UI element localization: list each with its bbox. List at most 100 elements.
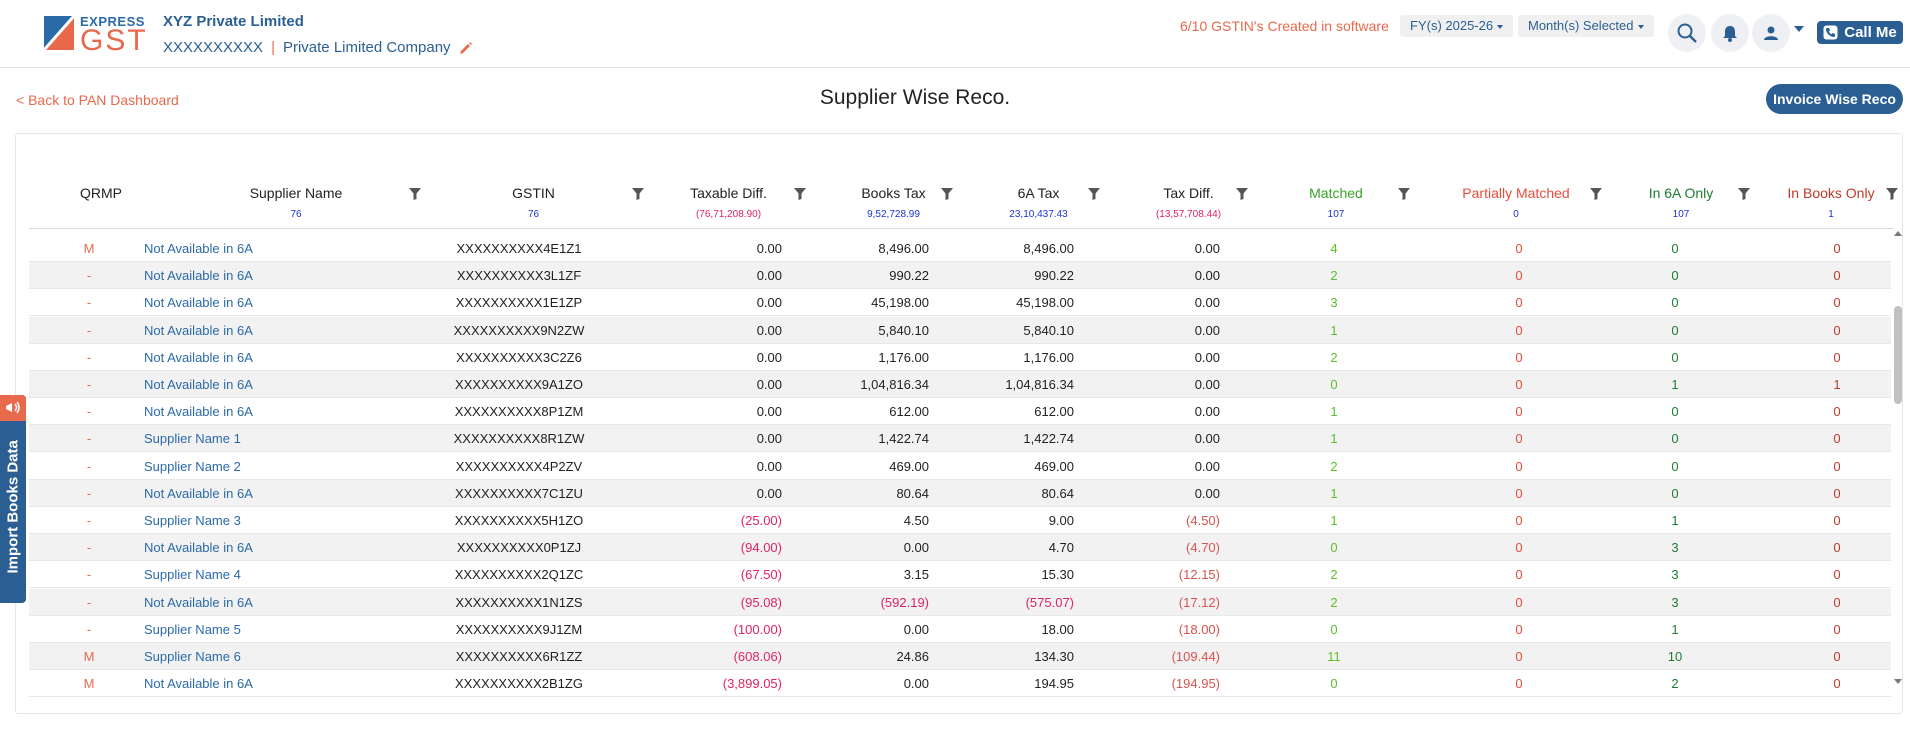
invoice-wise-reco-button[interactable]: Invoice Wise Reco bbox=[1766, 84, 1903, 114]
back-to-pan-dashboard-link[interactable]: < Back to PAN Dashboard bbox=[16, 92, 179, 108]
col-header-supplier-name[interactable]: Supplier Name bbox=[249, 185, 343, 201]
megaphone-icon[interactable] bbox=[0, 395, 26, 421]
col-header-partially-matched[interactable]: Partially Matched bbox=[1462, 185, 1570, 201]
filter-icon[interactable] bbox=[632, 188, 644, 200]
edit-pencil-icon[interactable] bbox=[459, 41, 473, 55]
col-total-tax-diff: (13,57,708.44) bbox=[1155, 209, 1222, 220]
col-header-taxable-diff[interactable]: Taxable Diff. bbox=[690, 185, 767, 201]
cell-in-6a-only: 0 bbox=[1671, 404, 1679, 420]
search-button[interactable] bbox=[1668, 14, 1706, 52]
import-books-data-tab[interactable]: Import Books Data bbox=[0, 395, 26, 603]
filter-icon[interactable] bbox=[794, 188, 806, 200]
table-row[interactable]: - Not Available in 6A XXXXXXXXXX9A1ZO 0.00 1… bbox=[29, 371, 1891, 398]
cell-6a-tax: 1,422.74 bbox=[1023, 431, 1074, 447]
cell-matched: 1 bbox=[1330, 322, 1338, 338]
cell-6a-tax: 9.00 bbox=[1048, 513, 1074, 528]
month-select[interactable]: Month(s) Selected bbox=[1518, 15, 1654, 37]
cell-supplier-name[interactable]: Not Available in 6A bbox=[144, 540, 253, 556]
cell-matched: 3 bbox=[1330, 295, 1338, 311]
cell-books-tax: 0.00 bbox=[903, 540, 929, 556]
table-row[interactable]: - Supplier Name 5 XXXXXXXXXX9J1ZM (100.00) 0… bbox=[29, 616, 1891, 643]
scrollbar-thumb[interactable] bbox=[1894, 306, 1902, 404]
table-row[interactable]: - Supplier Name 4 XXXXXXXXXX2Q1ZC (67.50) 3.… bbox=[29, 561, 1891, 589]
cell-taxable-diff: 0.00 bbox=[756, 322, 782, 338]
user-menu-caret-icon[interactable] bbox=[1794, 26, 1804, 32]
notifications-button[interactable] bbox=[1711, 14, 1749, 52]
cell-6a-tax: 469.00 bbox=[1034, 458, 1074, 474]
cell-taxable-diff: 0.00 bbox=[756, 404, 782, 420]
table-row[interactable]: M Not Available in 6A XXXXXXXXXX4E1Z1 0.00 8… bbox=[29, 235, 1891, 262]
cell-supplier-name[interactable]: Not Available in 6A bbox=[144, 349, 253, 365]
cell-taxable-diff: (608.06) bbox=[733, 649, 782, 664]
col-header-6a-tax[interactable]: 6A Tax bbox=[1017, 185, 1060, 201]
cell-in-books-only: 1 bbox=[1833, 377, 1841, 392]
cell-supplier-name[interactable]: Not Available in 6A bbox=[144, 241, 253, 256]
table-row[interactable]: - Not Available in 6A XXXXXXXXXX3L1ZF 0.00 9… bbox=[29, 262, 1891, 290]
table-row[interactable]: - Not Available in 6A XXXXXXXXXX3C2Z6 0.00 1… bbox=[29, 344, 1891, 371]
scroll-down-arrow-icon[interactable] bbox=[1894, 679, 1902, 684]
cell-qrmp: - bbox=[86, 295, 92, 311]
express-gst-logo[interactable]: EXPRESS GST bbox=[40, 12, 146, 57]
table-row[interactable]: - Not Available in 6A XXXXXXXXXX9N2ZW 0.00 5… bbox=[29, 316, 1891, 344]
cell-matched: 2 bbox=[1330, 349, 1338, 365]
cell-in-books-only: 0 bbox=[1833, 404, 1841, 420]
col-total-books-tax: 9,52,728.99 bbox=[867, 209, 920, 220]
table-row[interactable]: - Not Available in 6A XXXXXXXXXX8P1ZM 0.00 6… bbox=[29, 398, 1891, 426]
cell-matched: 0 bbox=[1330, 676, 1338, 692]
fy-select[interactable]: FY(s) 2025-26 bbox=[1400, 15, 1514, 37]
table-row[interactable]: - Supplier Name 2 XXXXXXXXXX4P2ZV 0.00 469.0… bbox=[29, 453, 1891, 480]
company-pan: XXXXXXXXXX bbox=[163, 39, 264, 56]
cell-matched: 1 bbox=[1330, 431, 1338, 447]
table-row[interactable]: M Not Available in 6A XXXXXXXXXX2B1ZG (3,89… bbox=[29, 670, 1891, 698]
bell-icon bbox=[1723, 25, 1737, 42]
fy-label: FY(s) 2025-26 bbox=[1410, 18, 1494, 33]
cell-books-tax: 5,840.10 bbox=[878, 322, 929, 338]
scroll-up-arrow-icon[interactable] bbox=[1894, 231, 1902, 236]
cell-supplier-name[interactable]: Not Available in 6A bbox=[144, 322, 253, 338]
cell-supplier-name[interactable]: Not Available in 6A bbox=[144, 404, 253, 420]
col-header-in-6a-only[interactable]: In 6A Only bbox=[1648, 185, 1714, 201]
cell-supplier-name[interactable]: Not Available in 6A bbox=[144, 594, 253, 610]
filter-icon[interactable] bbox=[1738, 188, 1750, 200]
cell-supplier-name[interactable]: Not Available in 6A bbox=[144, 377, 253, 392]
cell-in-books-only: 0 bbox=[1833, 485, 1841, 501]
table-scrollbar[interactable] bbox=[1893, 231, 1903, 691]
table-row[interactable]: - Not Available in 6A XXXXXXXXXX0P1ZJ (94.0… bbox=[29, 534, 1891, 562]
table-row[interactable]: - Not Available in 6A XXXXXXXXXX7C1ZU 0.00 8… bbox=[29, 479, 1891, 507]
table-row[interactable]: - Supplier Name 3 XXXXXXXXXX5H1ZO (25.00) 4.… bbox=[29, 507, 1891, 534]
call-me-button[interactable]: Call Me bbox=[1817, 21, 1903, 44]
table-row[interactable]: M Supplier Name 6 XXXXXXXXXX6R1ZZ (608.06) 2… bbox=[29, 643, 1891, 670]
table-row[interactable]: - Not Available in 6A XXXXXXXXXX1N1ZS (95.0… bbox=[29, 588, 1891, 616]
cell-supplier-name[interactable]: Not Available in 6A bbox=[144, 485, 253, 501]
cell-taxable-diff: (95.08) bbox=[740, 594, 782, 610]
col-header-books-tax[interactable]: Books Tax bbox=[861, 185, 926, 201]
cell-supplier-name[interactable]: Not Available in 6A bbox=[144, 295, 253, 311]
cell-in-6a-only: 0 bbox=[1671, 268, 1679, 284]
col-header-in-books-only[interactable]: In Books Only bbox=[1787, 185, 1875, 201]
table-row[interactable]: - Not Available in 6A XXXXXXXXXX1E1ZP 0.00 4… bbox=[29, 289, 1891, 317]
filter-icon[interactable] bbox=[1590, 188, 1602, 200]
cell-supplier-name[interactable]: Supplier Name 2 bbox=[144, 458, 241, 474]
user-menu-button[interactable] bbox=[1752, 14, 1790, 52]
filter-icon[interactable] bbox=[1236, 188, 1248, 200]
filter-icon[interactable] bbox=[941, 188, 953, 200]
cell-supplier-name[interactable]: Supplier Name 3 bbox=[144, 513, 241, 528]
cell-supplier-name[interactable]: Supplier Name 5 bbox=[144, 621, 241, 637]
cell-supplier-name[interactable]: Supplier Name 4 bbox=[144, 567, 241, 583]
filter-icon[interactable] bbox=[1088, 188, 1100, 200]
col-header-tax-diff[interactable]: Tax Diff. bbox=[1163, 185, 1214, 201]
cell-supplier-name[interactable]: Not Available in 6A bbox=[144, 676, 253, 692]
cell-supplier-name[interactable]: Supplier Name 1 bbox=[144, 431, 241, 447]
logo-mark-icon bbox=[42, 15, 76, 51]
cell-supplier-name[interactable]: Supplier Name 6 bbox=[144, 649, 241, 664]
cell-gstin: XXXXXXXXXX3L1ZF bbox=[456, 268, 582, 284]
cell-matched: 0 bbox=[1330, 540, 1338, 556]
cell-supplier-name[interactable]: Not Available in 6A bbox=[144, 268, 253, 284]
filter-icon[interactable] bbox=[1886, 188, 1898, 200]
filter-icon[interactable] bbox=[1398, 188, 1410, 200]
col-header-matched[interactable]: Matched bbox=[1309, 185, 1363, 201]
filter-icon[interactable] bbox=[409, 188, 421, 200]
table-row[interactable]: - Supplier Name 1 XXXXXXXXXX8R1ZW 0.00 1,422… bbox=[29, 425, 1891, 453]
cell-gstin: XXXXXXXXXX8R1ZW bbox=[453, 431, 585, 447]
col-header-gstin[interactable]: GSTIN bbox=[512, 185, 555, 201]
